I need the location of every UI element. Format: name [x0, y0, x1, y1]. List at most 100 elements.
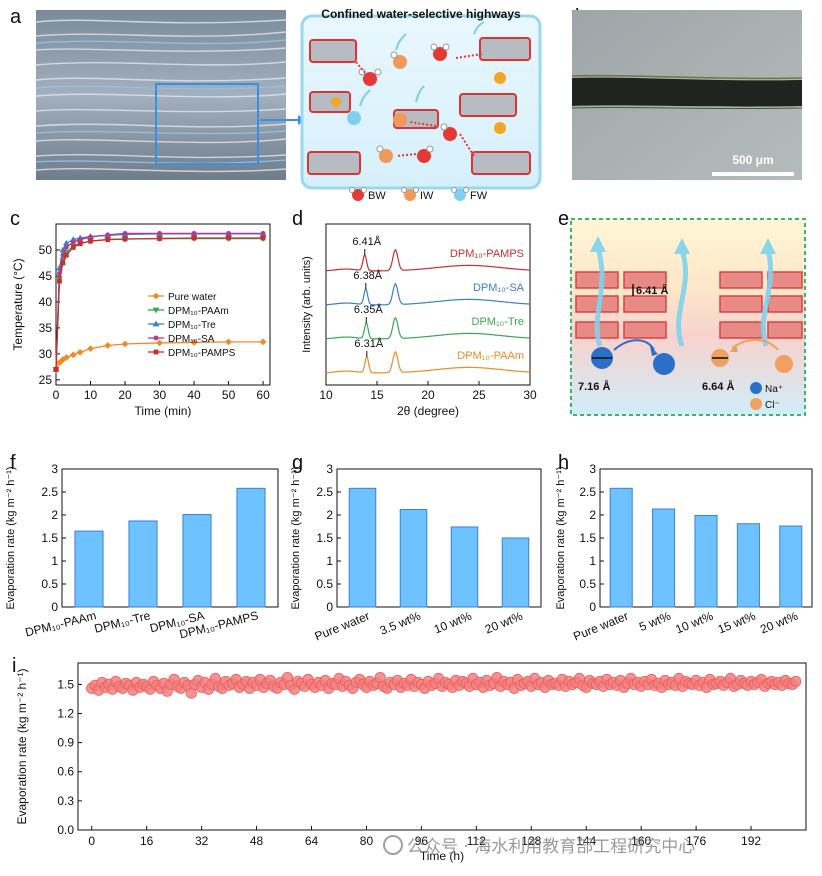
legend-cl: Cl⁻	[765, 400, 780, 411]
chart-i-long-term: 0 16 32 48 64 80 96 112 128 144 160 176 192 0.0 0.3 0.6…	[15, 662, 807, 863]
x-tick-label: 10 wt%	[673, 609, 715, 637]
panel-label-f: f	[10, 452, 16, 474]
x-tick-label: 40	[187, 388, 201, 402]
x-tick-label: 192	[741, 834, 761, 848]
legend-entry-4: DPM₁₀-PAMPS	[148, 348, 236, 359]
x-tick-label: 60	[256, 388, 270, 402]
na-size: 7.16 Å	[578, 380, 610, 393]
data-point	[260, 230, 266, 236]
bar	[609, 487, 633, 608]
optical-micrograph: 500 μm	[572, 10, 802, 180]
legend-label: DPM₁₀-Tre	[168, 320, 216, 331]
x-tick-label: 160	[631, 834, 651, 848]
x-tick-label: 3.5 wt%	[378, 609, 423, 638]
x-tick-label: 48	[250, 834, 264, 848]
y-tick-label: 25	[39, 373, 53, 387]
x-tick-label: 0	[53, 388, 60, 402]
series-evaporation	[86, 671, 802, 699]
x-tick-label: Pure water	[313, 609, 372, 644]
x-tick-label: 15 wt%	[716, 609, 758, 637]
y-tick-label: 1.5	[579, 531, 596, 545]
data-point	[87, 345, 94, 353]
y-tick-label: 2.5	[579, 485, 596, 499]
panel-label-h: h	[558, 452, 570, 474]
legend-bw: BW	[368, 190, 386, 202]
d-spacing-label: 6.31Å	[354, 337, 383, 350]
data-point	[69, 351, 77, 359]
data-point	[59, 356, 67, 363]
data-point	[153, 335, 159, 341]
water-molecules	[331, 43, 506, 163]
y-axis-label: Evaporation rate (kg m⁻² h⁻¹)	[15, 668, 29, 824]
ion-rejection-schematic: 6.41 Å 7.16 Å 6.64 Å Na⁺ Cl⁻	[570, 218, 806, 416]
data-point	[77, 241, 83, 247]
x-tick-label: 10	[84, 388, 98, 402]
data-point	[63, 244, 69, 250]
x-tick-label: 20 wt%	[758, 609, 800, 637]
bar	[399, 508, 428, 608]
panel-label-e: e	[558, 208, 570, 230]
y-tick-label: 1	[326, 554, 333, 568]
y-tick-label: 3	[589, 462, 596, 476]
y-tick-label: 30	[39, 347, 53, 361]
y-tick-label: 0.5	[579, 577, 596, 591]
data-point	[153, 349, 159, 355]
panel-label-a: a	[10, 6, 22, 28]
chart-c-frame	[55, 223, 271, 386]
data-point	[226, 230, 231, 236]
legend-label: Pure water	[168, 292, 217, 303]
y-tick-label: 3	[51, 462, 58, 476]
series-label: DPM₁₀-PAAm	[457, 350, 524, 362]
series-2: DPM₁₀-Tre 6.35Å	[325, 303, 531, 340]
y-tick-label: 0.0	[57, 823, 74, 837]
x-tick-label: 20	[421, 388, 435, 402]
x-tick-label: 16	[140, 834, 154, 848]
y-tick-label: 0.6	[57, 765, 74, 779]
x-tick-label: 0	[88, 834, 95, 848]
scale-bar-label: 500 μm	[732, 153, 773, 167]
legend-entry-3: DPM₁₀-SA	[148, 334, 215, 345]
data-point	[225, 338, 232, 346]
data-point	[259, 338, 267, 346]
chart-h-evaporation-salinity: 0 0.5 1 1.5 2 2.5 3 Evaporation rate (kg m⁻² h⁻…	[555, 462, 813, 644]
y-tick-label: 35	[39, 321, 53, 335]
x-tick-label: 5 wt%	[637, 609, 673, 634]
panel-label-i: i	[12, 655, 17, 677]
x-tick-label: 112	[467, 834, 486, 848]
x-tick-label: 144	[576, 834, 596, 848]
legend-entry-2: DPM₁₀-Tre	[148, 320, 216, 331]
data-point	[105, 237, 111, 242]
x-tick-label: 64	[305, 834, 319, 848]
data-point	[226, 235, 231, 241]
y-tick-label: 1.5	[41, 531, 58, 545]
data-point	[122, 236, 128, 242]
x-axis-label: 2θ (degree)	[397, 404, 459, 418]
y-tick-label: 45	[39, 269, 53, 283]
y-axis-label: Evaporation rate (kg m⁻² h⁻¹)	[5, 466, 17, 609]
x-tick-label: 20 wt%	[483, 609, 525, 637]
bar	[450, 526, 479, 608]
data-point	[88, 238, 93, 244]
cl-size: 6.64 Å	[702, 380, 734, 393]
bar	[779, 525, 803, 608]
x-tick-label: 25	[472, 388, 486, 402]
data-point	[122, 230, 128, 236]
schematic-legend: BW IW FW	[349, 187, 488, 202]
chart-c-temperature: 0 10 20 30 40 50 60 25 30 35 40 45 50 Time (min) Tempe…	[11, 223, 271, 418]
data-point	[70, 244, 76, 250]
x-tick-label: 15	[370, 388, 384, 402]
x-tick-label: 32	[195, 834, 209, 848]
panel-label-c: c	[10, 208, 20, 230]
panel-label-g: g	[292, 452, 304, 474]
series-label: DPM₁₀-PAMPS	[450, 248, 524, 260]
x-tick-label: 30	[153, 388, 167, 402]
y-tick-label: 1.5	[57, 677, 74, 691]
data-point	[260, 235, 266, 241]
data-point	[77, 237, 83, 242]
chart-d-xrd: 10 15 20 25 30 2θ (degree) Intensity (arb. uni…	[301, 223, 537, 418]
data-point	[62, 354, 70, 361]
chart-f-evaporation: 0 0.5 1 1.5 2 2.5 3 Evaporation rate (kg m⁻² h⁻…	[5, 462, 279, 641]
x-tick-label: 50	[222, 388, 236, 402]
y-tick-label: 0	[51, 600, 58, 614]
data-point	[156, 339, 163, 347]
